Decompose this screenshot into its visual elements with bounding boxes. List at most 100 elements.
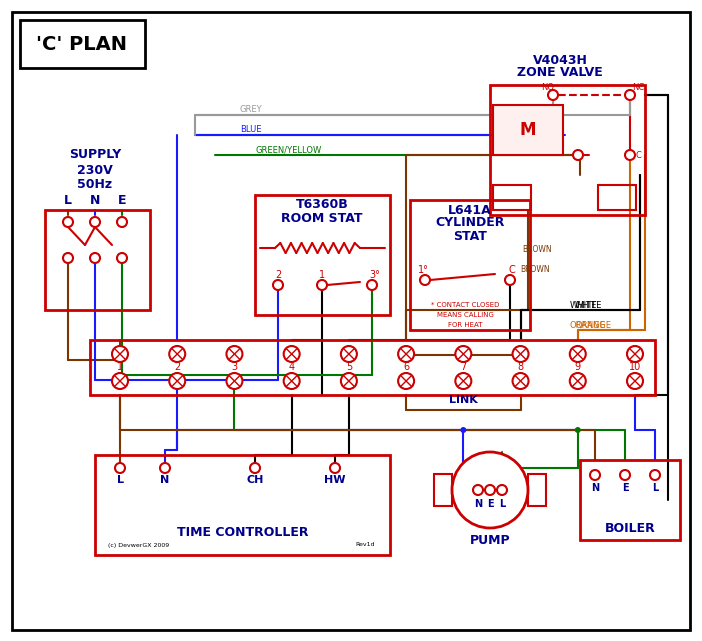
Circle shape bbox=[625, 90, 635, 100]
Circle shape bbox=[250, 463, 260, 473]
Bar bbox=[90, 340, 655, 395]
Text: Rev1d: Rev1d bbox=[355, 542, 375, 547]
Bar bbox=[95, 455, 390, 555]
Circle shape bbox=[456, 346, 471, 362]
Text: FOR HEAT: FOR HEAT bbox=[448, 322, 482, 328]
Text: CH: CH bbox=[246, 475, 264, 485]
Circle shape bbox=[627, 346, 643, 362]
Text: 1: 1 bbox=[319, 270, 325, 280]
Text: 'C' PLAN: 'C' PLAN bbox=[37, 35, 128, 53]
Circle shape bbox=[512, 346, 529, 362]
Bar bbox=[434, 474, 452, 506]
Circle shape bbox=[650, 470, 660, 480]
Circle shape bbox=[575, 427, 581, 433]
Text: STAT: STAT bbox=[453, 229, 487, 242]
Text: WHITE: WHITE bbox=[575, 301, 602, 310]
Circle shape bbox=[398, 373, 414, 389]
Circle shape bbox=[112, 373, 128, 389]
Circle shape bbox=[367, 280, 377, 290]
Circle shape bbox=[112, 346, 128, 362]
Bar bbox=[580, 460, 680, 540]
Text: GREEN/YELLOW: GREEN/YELLOW bbox=[255, 146, 322, 154]
Text: 8: 8 bbox=[517, 362, 524, 372]
Circle shape bbox=[398, 346, 414, 362]
Circle shape bbox=[169, 346, 185, 362]
Text: C: C bbox=[635, 151, 641, 160]
Circle shape bbox=[620, 470, 630, 480]
Text: ORANGE: ORANGE bbox=[570, 320, 606, 329]
Text: CYLINDER: CYLINDER bbox=[435, 217, 505, 229]
Circle shape bbox=[115, 463, 125, 473]
Circle shape bbox=[117, 253, 127, 263]
Bar bbox=[45, 210, 150, 310]
Text: ORANGE: ORANGE bbox=[575, 320, 611, 329]
Circle shape bbox=[160, 463, 170, 473]
Circle shape bbox=[341, 346, 357, 362]
Circle shape bbox=[473, 485, 483, 495]
Text: L641A: L641A bbox=[448, 203, 492, 217]
Circle shape bbox=[273, 280, 283, 290]
Circle shape bbox=[512, 373, 529, 389]
Text: 7: 7 bbox=[461, 362, 466, 372]
Text: 5: 5 bbox=[346, 362, 352, 372]
Bar bbox=[493, 105, 563, 155]
Bar bbox=[598, 185, 636, 210]
Circle shape bbox=[90, 217, 100, 227]
Text: L: L bbox=[499, 499, 505, 509]
Text: 10: 10 bbox=[629, 362, 641, 372]
Text: 9: 9 bbox=[575, 362, 581, 372]
Text: TIME CONTROLLER: TIME CONTROLLER bbox=[177, 526, 309, 540]
Text: SUPPLY: SUPPLY bbox=[69, 149, 121, 162]
Text: BOILER: BOILER bbox=[604, 522, 656, 535]
Text: 1°: 1° bbox=[418, 265, 428, 275]
Text: NO: NO bbox=[541, 83, 555, 92]
Text: 50Hz: 50Hz bbox=[77, 178, 112, 192]
Circle shape bbox=[420, 275, 430, 285]
Text: LINK: LINK bbox=[449, 395, 477, 405]
Circle shape bbox=[461, 427, 466, 433]
Text: 6: 6 bbox=[403, 362, 409, 372]
Circle shape bbox=[497, 485, 507, 495]
Circle shape bbox=[548, 90, 558, 100]
Bar bbox=[255, 195, 390, 315]
Bar bbox=[490, 85, 645, 215]
Text: E: E bbox=[118, 194, 126, 206]
Text: BLUE: BLUE bbox=[240, 126, 262, 135]
Circle shape bbox=[627, 373, 643, 389]
Text: L: L bbox=[652, 483, 658, 493]
Circle shape bbox=[63, 217, 73, 227]
Text: BROWN: BROWN bbox=[520, 265, 550, 274]
Text: WHITE: WHITE bbox=[570, 301, 597, 310]
Circle shape bbox=[284, 373, 300, 389]
Text: C: C bbox=[509, 265, 515, 275]
Text: MEANS CALLING: MEANS CALLING bbox=[437, 312, 494, 318]
Bar bbox=[493, 185, 531, 210]
Text: N: N bbox=[90, 194, 100, 206]
Circle shape bbox=[330, 463, 340, 473]
Circle shape bbox=[117, 217, 127, 227]
Text: N: N bbox=[474, 499, 482, 509]
Text: L: L bbox=[117, 475, 124, 485]
Text: 2: 2 bbox=[174, 362, 180, 372]
Text: M: M bbox=[519, 121, 536, 139]
Circle shape bbox=[90, 253, 100, 263]
Text: (c) DevwerGX 2009: (c) DevwerGX 2009 bbox=[108, 542, 169, 547]
Text: PUMP: PUMP bbox=[470, 533, 510, 547]
Text: HW: HW bbox=[324, 475, 346, 485]
Bar bbox=[528, 474, 546, 506]
Circle shape bbox=[63, 253, 73, 263]
Text: L: L bbox=[64, 194, 72, 206]
Text: 230V: 230V bbox=[77, 163, 113, 176]
Text: V4043H: V4043H bbox=[533, 53, 588, 67]
Circle shape bbox=[227, 373, 242, 389]
Text: BROWN: BROWN bbox=[522, 246, 552, 254]
Circle shape bbox=[284, 346, 300, 362]
Circle shape bbox=[227, 346, 242, 362]
Text: GREY: GREY bbox=[240, 106, 263, 115]
Text: 4: 4 bbox=[289, 362, 295, 372]
Bar bbox=[410, 200, 530, 330]
Circle shape bbox=[169, 373, 185, 389]
Text: E: E bbox=[622, 483, 628, 493]
Text: 3°: 3° bbox=[369, 270, 380, 280]
Circle shape bbox=[625, 150, 635, 160]
